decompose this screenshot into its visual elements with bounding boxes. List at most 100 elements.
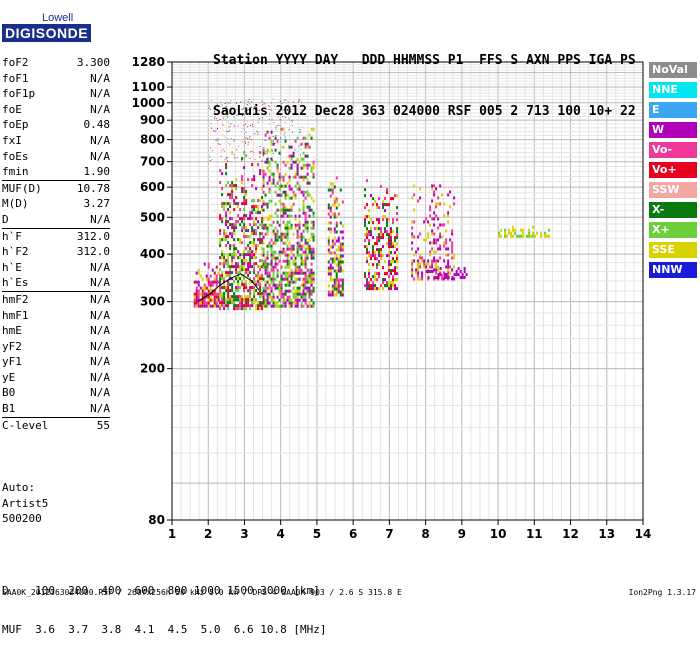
param-name: D bbox=[2, 212, 9, 226]
echo-point bbox=[230, 123, 232, 125]
echo-point bbox=[382, 233, 385, 237]
echo-point bbox=[364, 215, 367, 219]
echo-point bbox=[247, 304, 250, 308]
echo-point bbox=[293, 101, 295, 103]
echo-point bbox=[294, 301, 297, 305]
echo-point bbox=[312, 127, 315, 131]
legend-entry: X- bbox=[649, 202, 697, 218]
echo-point bbox=[237, 280, 240, 284]
echo-point bbox=[237, 205, 240, 209]
echo-point bbox=[304, 163, 307, 167]
echo-point bbox=[306, 289, 309, 293]
echo-point bbox=[276, 286, 279, 290]
echo-point bbox=[366, 215, 369, 219]
echo-point bbox=[282, 220, 285, 224]
echo-point bbox=[384, 272, 387, 276]
echo-point bbox=[215, 280, 218, 284]
echo-point bbox=[235, 220, 238, 224]
echo-point bbox=[268, 199, 271, 203]
echo-point bbox=[227, 241, 230, 245]
echo-point bbox=[249, 253, 252, 257]
echo-point bbox=[290, 244, 293, 248]
echo-point bbox=[275, 127, 277, 129]
echo-point bbox=[269, 105, 271, 107]
echo-point bbox=[376, 266, 379, 270]
echo-point bbox=[221, 262, 224, 266]
echo-point bbox=[437, 202, 440, 206]
echo-point bbox=[231, 244, 234, 248]
echo-point bbox=[304, 277, 307, 281]
echo-point bbox=[396, 233, 399, 237]
echo-point bbox=[233, 244, 236, 248]
echo-point bbox=[213, 289, 216, 293]
echo-point bbox=[437, 276, 440, 280]
echo-point bbox=[262, 172, 265, 176]
echo-point bbox=[284, 301, 287, 305]
echo-point bbox=[288, 274, 291, 278]
echo-point bbox=[246, 104, 248, 106]
echo-point bbox=[243, 298, 246, 302]
echo-point bbox=[225, 214, 228, 218]
echo-point bbox=[272, 295, 275, 299]
echo-point bbox=[290, 208, 293, 212]
echo-point bbox=[286, 289, 289, 293]
echo-point bbox=[245, 199, 248, 203]
echo-point bbox=[243, 199, 246, 203]
echo-point bbox=[441, 235, 444, 239]
echo-point bbox=[382, 203, 385, 207]
echo-point bbox=[411, 226, 414, 230]
echo-point bbox=[235, 253, 238, 257]
echo-point bbox=[370, 230, 373, 234]
echo-point bbox=[396, 227, 399, 231]
echo-point bbox=[413, 253, 416, 257]
echo-point bbox=[231, 262, 234, 266]
echo-point bbox=[312, 166, 315, 170]
echo-point bbox=[255, 289, 258, 293]
echo-point bbox=[300, 256, 303, 260]
echo-point bbox=[544, 231, 547, 235]
echo-point bbox=[366, 236, 369, 240]
echo-point bbox=[247, 235, 250, 239]
echo-point bbox=[431, 232, 434, 236]
echo-point bbox=[219, 144, 221, 146]
echo-point bbox=[292, 259, 295, 263]
echo-point bbox=[298, 253, 301, 257]
echo-point bbox=[498, 231, 501, 235]
echo-point bbox=[339, 260, 342, 264]
echo-point bbox=[532, 231, 535, 235]
echo-point bbox=[286, 160, 289, 164]
logo-line1: Lowell bbox=[42, 12, 74, 24]
echo-point bbox=[435, 205, 438, 209]
echo-point bbox=[269, 157, 271, 159]
echo-point bbox=[252, 125, 254, 127]
echo-point bbox=[392, 197, 395, 201]
echo-point bbox=[235, 286, 238, 290]
echo-point bbox=[445, 247, 448, 251]
echo-point bbox=[278, 253, 281, 257]
echo-point bbox=[262, 155, 264, 157]
echo-point bbox=[425, 262, 428, 266]
echo-point bbox=[374, 254, 377, 258]
echo-point bbox=[435, 265, 438, 269]
echo-point bbox=[388, 281, 391, 285]
param-row: h`F2 312.0 bbox=[2, 244, 110, 260]
echo-point bbox=[235, 271, 238, 275]
echo-point bbox=[378, 272, 381, 276]
echo-point bbox=[221, 292, 224, 296]
echo-point bbox=[276, 125, 278, 127]
echo-point bbox=[261, 169, 264, 173]
echo-point bbox=[272, 113, 274, 115]
echo-point bbox=[431, 199, 434, 203]
echo-point bbox=[413, 259, 416, 263]
echo-point bbox=[294, 304, 297, 308]
echo-point bbox=[261, 217, 264, 221]
echo-point bbox=[396, 272, 399, 276]
echo-point bbox=[368, 263, 371, 267]
echo-point bbox=[290, 214, 293, 218]
y-tick-label: 200 bbox=[140, 362, 165, 376]
echo-point bbox=[251, 199, 254, 203]
echo-point bbox=[298, 208, 301, 212]
echo-point bbox=[278, 124, 280, 126]
echo-point bbox=[294, 295, 297, 299]
echo-point bbox=[411, 247, 414, 251]
